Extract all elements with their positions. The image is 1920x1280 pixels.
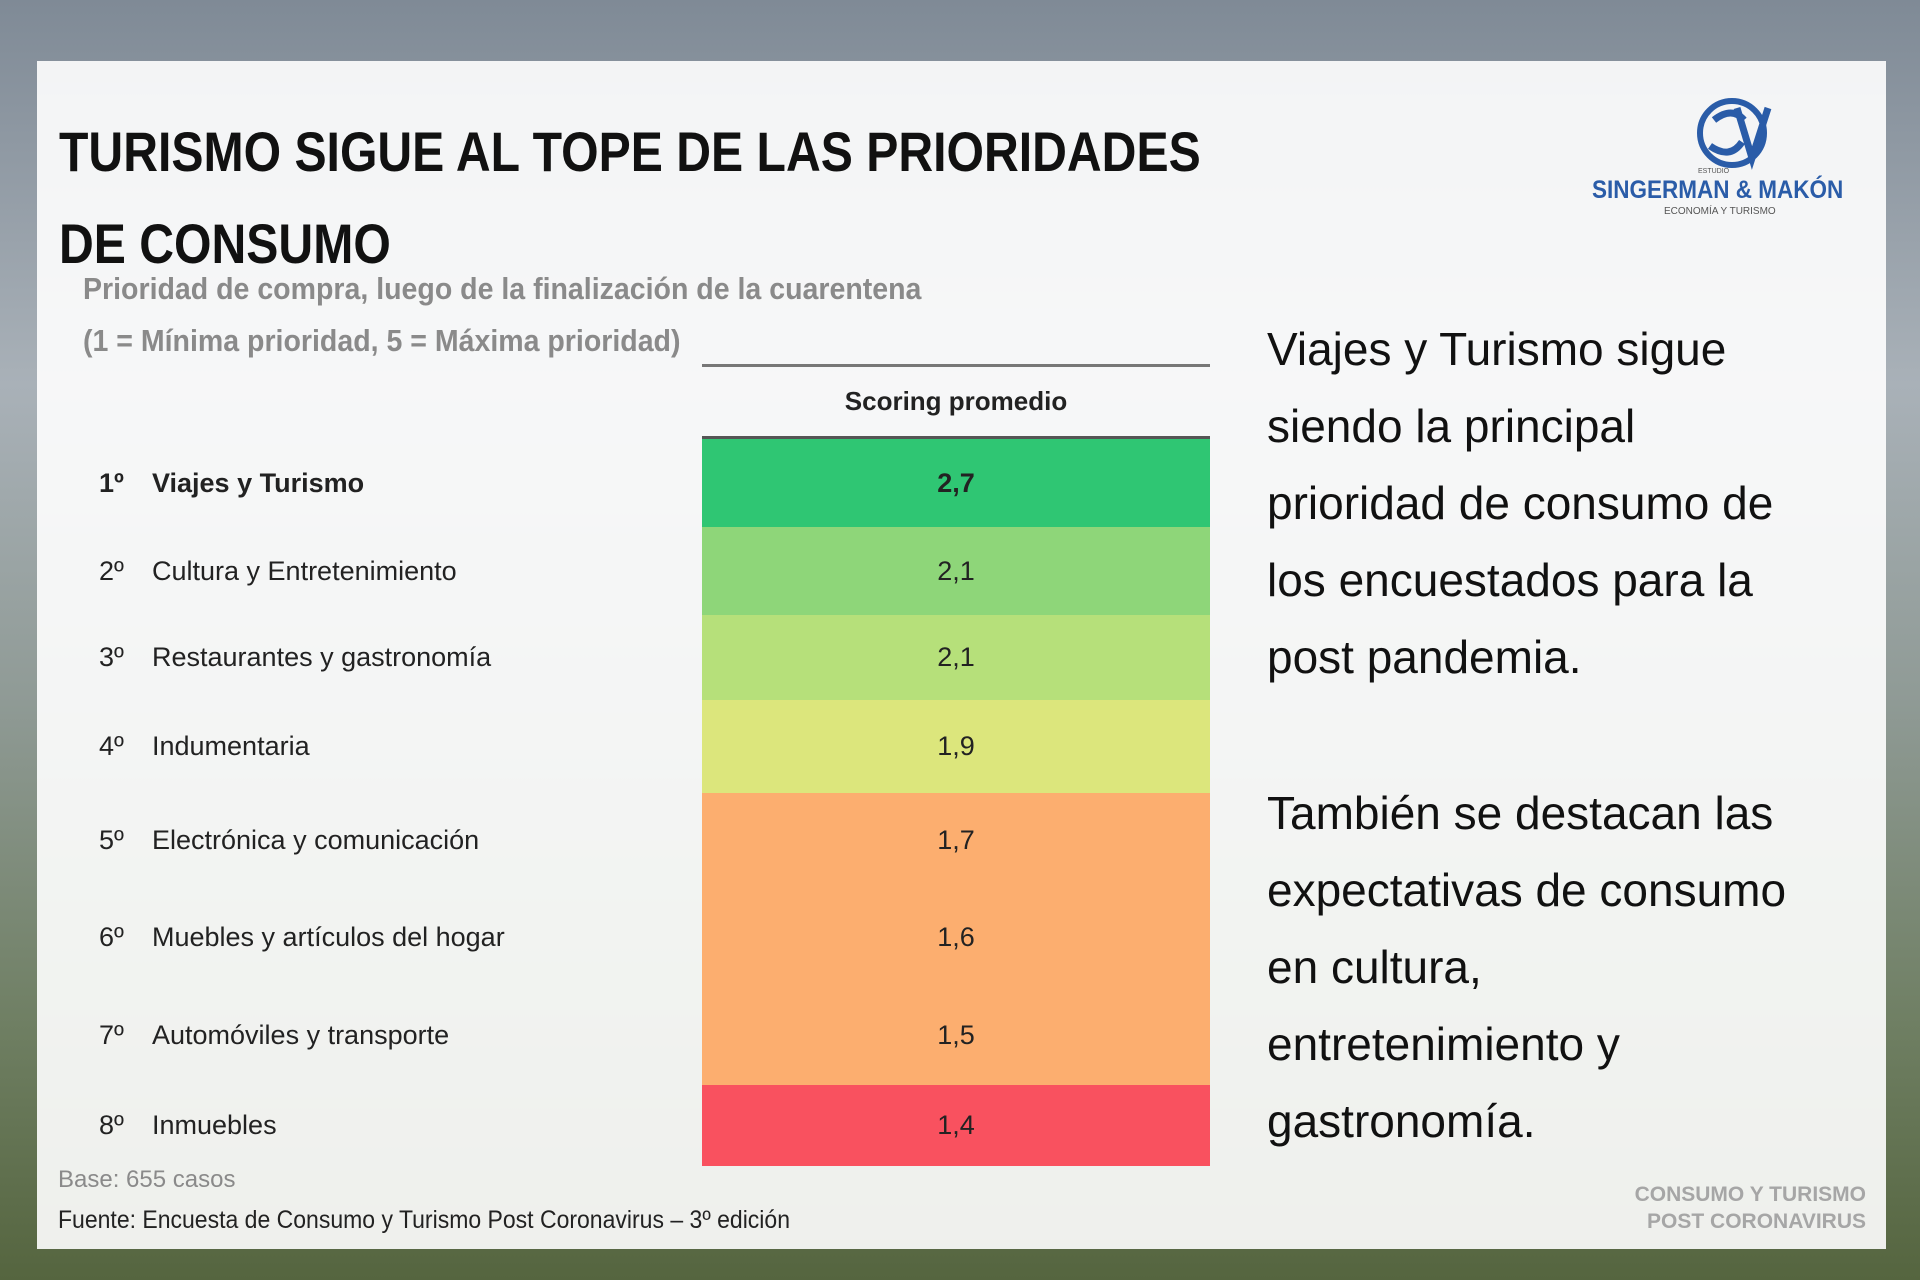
category-label: Restaurantes y gastronomía xyxy=(152,642,492,672)
category-label: Viajes y Turismo xyxy=(152,468,365,498)
table-row: 6º Muebles y artículos del hogar 1,6 xyxy=(37,888,1886,986)
table-row: 2º Cultura y Entretenimiento 2,1 xyxy=(37,527,1886,615)
rank: 8º xyxy=(99,1110,124,1140)
logo-name: SINGERMAN & MAKÓN xyxy=(1592,176,1844,204)
source-note: Fuente: Encuesta de Consumo y Turismo Po… xyxy=(58,1206,791,1234)
rank: 7º xyxy=(99,1020,124,1050)
score-cell: 1,5 xyxy=(702,986,1210,1085)
score-cell: 1,4 xyxy=(702,1085,1210,1166)
logo-mark xyxy=(1697,98,1772,170)
brand-line: POST CORONAVIRUS xyxy=(1647,1210,1866,1233)
score-cell: 2,1 xyxy=(702,615,1210,700)
category-label: Indumentaria xyxy=(152,731,310,761)
commentary-line: post pandemia. xyxy=(1267,631,1582,683)
table-rule xyxy=(702,364,1210,367)
title-line: DE CONSUMO xyxy=(59,212,391,275)
logo-small: ESTUDIO xyxy=(1698,168,1730,175)
rank: 1º xyxy=(99,468,124,498)
table-row: 5º Electrónica y comunicación 1,7 xyxy=(37,793,1886,888)
subtitle-line: (1 = Mínima prioridad, 5 = Máxima priori… xyxy=(83,323,681,358)
commentary-line: entretenimiento y xyxy=(1267,1018,1620,1070)
subtitle-line: Prioridad de compra, luego de la finaliz… xyxy=(83,271,922,306)
commentary-line: También se destacan las xyxy=(1267,787,1774,839)
rank: 2º xyxy=(99,556,124,586)
table-row: 8º Inmuebles 1,4 xyxy=(37,1085,1886,1166)
title-line: TURISMO SIGUE AL TOPE DE LAS PRIORIDADES xyxy=(59,120,1201,183)
table-row: 4º Indumentaria 1,9 xyxy=(37,700,1886,793)
category-label: Inmuebles xyxy=(152,1110,277,1140)
score-cell: 2,1 xyxy=(702,527,1210,615)
table-rule xyxy=(702,436,1210,439)
category-label: Automóviles y transporte xyxy=(152,1020,450,1050)
rank: 3º xyxy=(99,642,124,672)
rank: 6º xyxy=(99,922,124,952)
category-label: Electrónica y comunicación xyxy=(152,825,480,855)
category-label: Muebles y artículos del hogar xyxy=(152,922,505,952)
category-label: Cultura y Entretenimiento xyxy=(152,556,457,586)
brand-line: CONSUMO Y TURISMO xyxy=(1634,1183,1866,1206)
rank: 5º xyxy=(99,825,124,855)
logo: ESTUDIO SINGERMAN & MAKÓN ECONOMÍA Y TUR… xyxy=(1592,98,1868,223)
slide: TURISMO SIGUE AL TOPE DE LAS PRIORIDADES… xyxy=(37,61,1886,1249)
score-cell: 1,7 xyxy=(702,793,1210,888)
rank: 4º xyxy=(99,731,124,761)
column-header: Scoring promedio xyxy=(844,386,1068,416)
commentary-line: siendo la principal xyxy=(1267,400,1636,452)
base-note: Base: 655 casos xyxy=(58,1166,236,1193)
commentary-line: en cultura, xyxy=(1267,941,1482,993)
score-cell: 2,7 xyxy=(702,439,1210,527)
table-row: 1º Viajes y Turismo 2,7 xyxy=(37,439,1886,527)
score-cell: 1,6 xyxy=(702,888,1210,986)
commentary-line: los encuestados para la xyxy=(1267,554,1753,606)
logo-tagline: ECONOMÍA Y TURISMO xyxy=(1664,206,1776,217)
commentary-line: gastronomía. xyxy=(1267,1095,1536,1147)
table-row: 7º Automóviles y transporte 1,5 xyxy=(37,986,1886,1085)
score-cell: 1,9 xyxy=(702,700,1210,793)
table-row: 3º Restaurantes y gastronomía 2,1 xyxy=(37,615,1886,700)
commentary-line: expectativas de consumo xyxy=(1267,864,1787,916)
commentary-line: Viajes y Turismo sigue xyxy=(1267,323,1727,375)
commentary-line: prioridad de consumo de xyxy=(1267,477,1774,529)
